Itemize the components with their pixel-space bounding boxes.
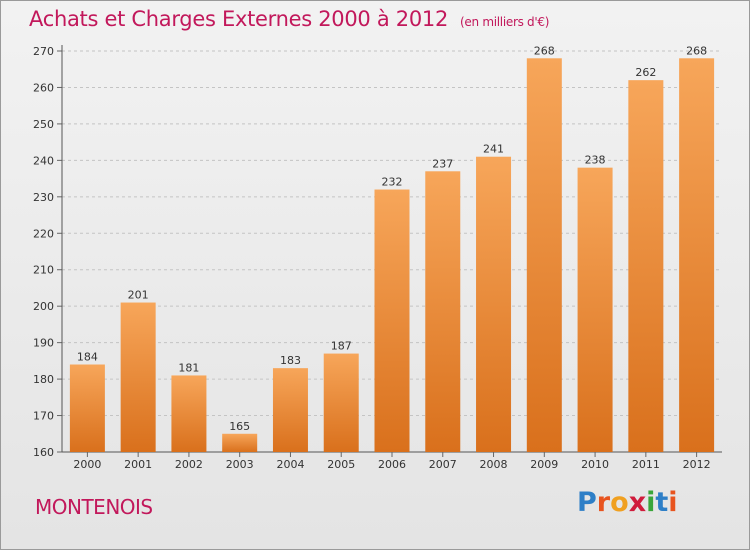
x-tick-label-2003: 2003: [226, 458, 254, 471]
logo-letter: P: [577, 487, 597, 518]
value-label-2000: 184: [77, 351, 98, 364]
bar-2008: [476, 156, 512, 452]
x-tick-label-2004: 2004: [276, 458, 304, 471]
bar-2004: [272, 368, 308, 452]
chart-title: Achats et Charges Externes 2000 à 2012 (e…: [29, 7, 549, 31]
logo-letter: r: [596, 487, 611, 518]
y-tick-label: 240: [33, 154, 54, 167]
bar-2011: [628, 80, 664, 452]
value-label-2006: 232: [382, 176, 403, 189]
x-tick-label-2007: 2007: [429, 458, 457, 471]
y-tick-label: 230: [33, 191, 54, 204]
bar-2007: [425, 171, 461, 453]
bar-2005: [323, 353, 359, 452]
x-tick-label-2012: 2012: [683, 458, 711, 471]
bar-2010: [577, 167, 613, 452]
value-label-2009: 268: [534, 44, 555, 57]
value-label-2010: 238: [585, 154, 606, 167]
y-tick-label: 250: [33, 118, 54, 131]
y-tick-label: 260: [33, 81, 54, 94]
x-tick-label-2002: 2002: [175, 458, 203, 471]
logo-letter: t: [655, 487, 669, 518]
value-label-2003: 165: [229, 420, 250, 433]
bar-2006: [374, 189, 410, 452]
y-tick-label: 180: [33, 373, 54, 386]
axes: 160 170 180 190 200 210 220 230 240 250 260 270 2000…: [33, 45, 722, 471]
x-tick-label-2001: 2001: [124, 458, 152, 471]
value-label-2007: 237: [432, 157, 453, 170]
y-tick-label: 210: [33, 264, 54, 277]
logo-letter: x: [628, 487, 647, 518]
chart-title-text: Achats et Charges Externes 2000 à 2012: [29, 7, 449, 31]
bar-2009: [526, 58, 562, 453]
commune-name: MONTENOIS: [35, 495, 153, 519]
chart-unit: (en milliers d'€): [460, 15, 550, 29]
x-tick-label-2009: 2009: [530, 458, 558, 471]
y-tick-label: 190: [33, 337, 54, 350]
bars: [69, 58, 715, 453]
y-tick-label: 160: [33, 446, 54, 459]
proxiti-logo: Proxiti: [577, 487, 678, 518]
bar-2003: [222, 433, 258, 452]
x-tick-label-2008: 2008: [480, 458, 508, 471]
y-tick-label: 220: [33, 227, 54, 240]
value-label-2004: 183: [280, 354, 301, 367]
y-tick-label: 200: [33, 300, 54, 313]
bar-2000: [69, 364, 105, 452]
logo-letter: o: [610, 487, 629, 518]
x-tick-label-2011: 2011: [632, 458, 660, 471]
x-tick-label-2000: 2000: [73, 458, 101, 471]
x-tick-label-2006: 2006: [378, 458, 406, 471]
x-tick-label-2005: 2005: [327, 458, 355, 471]
bar-2001: [120, 302, 156, 452]
value-label-2005: 187: [331, 340, 352, 353]
value-label-2008: 241: [483, 143, 504, 156]
x-tick-label-2010: 2010: [581, 458, 609, 471]
value-label-2002: 181: [178, 361, 199, 374]
value-label-2012: 268: [686, 44, 707, 57]
bar-2002: [171, 375, 207, 452]
value-label-2011: 262: [635, 66, 656, 79]
y-tick-label: 170: [33, 410, 54, 423]
value-label-2001: 201: [128, 289, 149, 302]
y-tick-label: 270: [33, 45, 54, 58]
data-labels: 184 201 181 165 183 187 232 237 241 268 238 262 268: [77, 44, 707, 432]
logo-letter: i: [668, 487, 678, 518]
logo-letter: i: [646, 487, 656, 518]
bar-2012: [679, 58, 715, 453]
